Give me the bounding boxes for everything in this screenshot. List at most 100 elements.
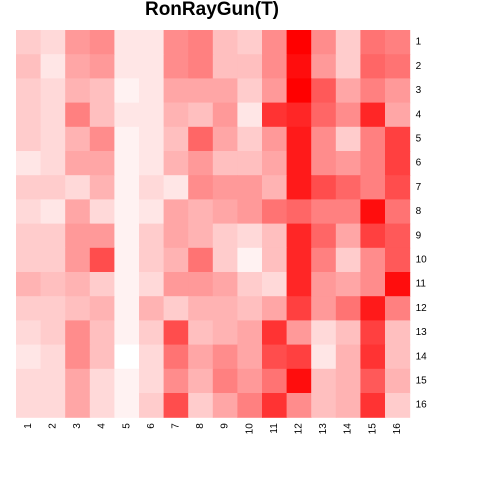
x-tick-label: 13 xyxy=(318,423,329,435)
x-tick-label: 10 xyxy=(244,423,255,435)
heatmap-cell xyxy=(311,223,337,249)
heatmap-cell xyxy=(311,199,337,225)
heatmap-cell xyxy=(335,344,361,370)
heatmap-cell xyxy=(65,344,91,370)
y-tick-label: 1 xyxy=(416,37,422,48)
heatmap-cell xyxy=(188,54,214,79)
heatmap-cell xyxy=(40,223,66,249)
heatmap-cell xyxy=(114,344,140,370)
heatmap-cell xyxy=(188,296,214,321)
heatmap-cell xyxy=(311,393,337,418)
heatmap-cell xyxy=(40,30,66,55)
y-tick-label: 8 xyxy=(416,206,422,217)
heatmap-cell xyxy=(335,272,361,297)
heatmap-cell xyxy=(40,54,66,79)
heatmap-cell xyxy=(286,175,312,200)
heatmap-cell xyxy=(286,126,312,152)
heatmap-cell xyxy=(89,78,115,104)
heatmap-cell xyxy=(16,78,42,104)
heatmap-cell xyxy=(262,223,288,249)
heatmap-cell xyxy=(139,247,165,273)
heatmap-cell xyxy=(114,223,140,249)
heatmap-cell xyxy=(188,368,214,394)
heatmap-cell xyxy=(65,30,91,55)
heatmap-cell xyxy=(286,223,312,249)
heatmap-cell xyxy=(40,320,66,346)
heatmap-cell xyxy=(237,247,263,273)
heatmap-cell xyxy=(16,223,42,249)
heatmap-cell xyxy=(212,320,238,346)
heatmap-cell xyxy=(89,30,115,55)
heatmap-cell xyxy=(212,272,238,297)
heatmap-cell xyxy=(16,54,42,79)
y-tick-label: 2 xyxy=(416,61,422,72)
heatmap-cell xyxy=(16,344,42,370)
heatmap-cell xyxy=(163,175,189,200)
heatmap-cell xyxy=(139,30,165,55)
heatmap-cell xyxy=(212,54,238,79)
heatmap-cell xyxy=(335,247,361,273)
heatmap-cell xyxy=(163,393,189,418)
heatmap-cell xyxy=(286,296,312,321)
heatmap-cell xyxy=(360,247,386,273)
heatmap-cell xyxy=(114,151,140,176)
heatmap-cell xyxy=(311,344,337,370)
heatmap-cell xyxy=(237,320,263,346)
heatmap-cell xyxy=(286,102,312,128)
heatmap-cell xyxy=(212,175,238,200)
heatmap-cell xyxy=(311,368,337,394)
heatmap-cell xyxy=(212,368,238,394)
heatmap-cell xyxy=(16,393,42,418)
heatmap-cell xyxy=(335,320,361,346)
heatmap-cell xyxy=(139,320,165,346)
heatmap-cell xyxy=(360,78,386,104)
heatmap-cell xyxy=(40,393,66,418)
heatmap-cell xyxy=(188,175,214,200)
heatmap-cell xyxy=(65,151,91,176)
heatmap-cell xyxy=(385,247,411,273)
heatmap-cell xyxy=(139,175,165,200)
x-tick-label: 4 xyxy=(97,423,108,429)
heatmap-cell xyxy=(360,223,386,249)
heatmap-cell xyxy=(262,344,288,370)
heatmap-cell xyxy=(139,102,165,128)
heatmap-cell xyxy=(16,272,42,297)
heatmap-cell xyxy=(139,199,165,225)
heatmap-cell xyxy=(163,296,189,321)
heatmap-cell xyxy=(114,199,140,225)
heatmap-cell xyxy=(16,320,42,346)
y-tick-label: 3 xyxy=(416,85,422,96)
heatmap-cell xyxy=(65,296,91,321)
y-tick-label: 11 xyxy=(416,279,427,290)
heatmap-cell xyxy=(163,102,189,128)
heatmap-cell xyxy=(89,393,115,418)
heatmap-cell xyxy=(139,54,165,79)
heatmap-cell xyxy=(163,344,189,370)
y-tick-label: 14 xyxy=(416,351,428,362)
x-tick-label: 12 xyxy=(294,423,305,435)
heatmap-cell xyxy=(40,78,66,104)
heatmap-cell xyxy=(237,296,263,321)
heatmap-cell xyxy=(237,78,263,104)
heatmap-cell xyxy=(114,30,140,55)
heatmap-cell xyxy=(163,151,189,176)
heatmap-cell xyxy=(360,296,386,321)
heatmap-cell xyxy=(65,247,91,273)
heatmap-cell xyxy=(335,296,361,321)
heatmap-cell xyxy=(262,78,288,104)
heatmap-cell xyxy=(89,247,115,273)
heatmap-cell xyxy=(286,344,312,370)
heatmap-cell xyxy=(286,199,312,225)
heatmap-cell xyxy=(262,175,288,200)
heatmap-cell xyxy=(114,272,140,297)
heatmap-cell xyxy=(262,296,288,321)
heatmap-cell xyxy=(188,199,214,225)
heatmap-cell xyxy=(163,78,189,104)
heatmap-cell xyxy=(212,78,238,104)
heatmap-cell xyxy=(40,296,66,321)
x-tick-label: 11 xyxy=(269,423,280,434)
heatmap-cell xyxy=(311,30,337,55)
heatmap-cell xyxy=(65,272,91,297)
heatmap-cell xyxy=(163,320,189,346)
heatmap-cell xyxy=(335,54,361,79)
